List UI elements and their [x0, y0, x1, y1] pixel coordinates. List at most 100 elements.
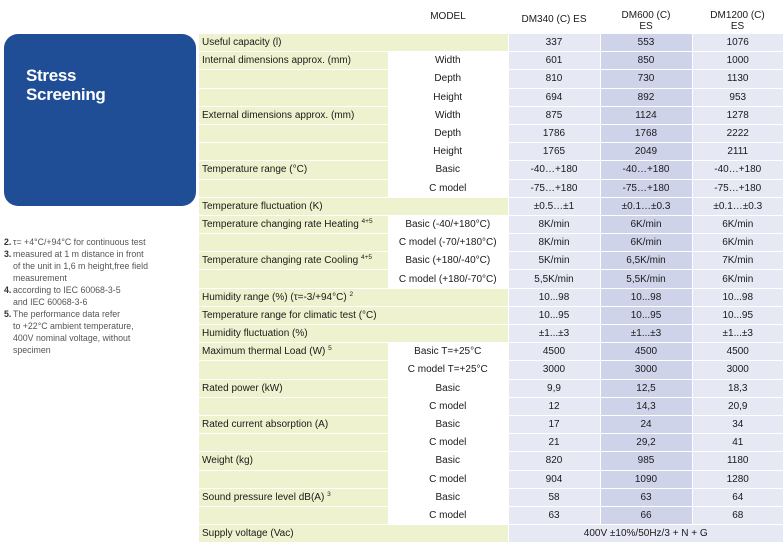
footnote-ref: 4+5 — [361, 217, 373, 225]
row-value: 3000 — [691, 360, 783, 380]
row-label: Temperature changing rate Heating 4+5 — [199, 215, 388, 235]
row-label — [199, 142, 388, 162]
row-sublabel: Basic — [388, 415, 508, 435]
footnote-text: according to IEC 60068-3-5 and IEC 60068… — [13, 285, 121, 307]
row-sublabel: C model — [388, 397, 508, 416]
footnote-text: The performance data refer to +22°C ambi… — [13, 309, 134, 355]
footnote: 4. according to IEC 60068-3-5 and IEC 600… — [4, 284, 194, 308]
footnote-ref: 2 — [349, 290, 354, 298]
row-value: 3000 — [507, 360, 600, 380]
row-label: Internal dimensions approx. (mm) — [199, 51, 388, 71]
row-sublabel — [388, 524, 508, 543]
row-sublabel: C model — [388, 433, 508, 453]
row-value: 6,5K/min — [599, 251, 692, 271]
footnote-text: τ= +4°C/+94°C for continuous test — [13, 237, 146, 247]
footnote-text: measured at 1 m distance in front of the… — [13, 249, 148, 283]
row-value: -75…+180 — [599, 179, 692, 198]
row-label-text: Humidity range (%) (τ=-3/+94°C) — [202, 291, 347, 303]
row-value: 953 — [691, 88, 783, 107]
row-label: Rated power (kW) — [199, 379, 388, 398]
row-value: 1000 — [691, 51, 783, 71]
row-value: ±0.1…±0.3 — [691, 197, 783, 216]
footnote-ref: 3 — [327, 490, 331, 498]
row-value: 5,5K/min — [599, 269, 692, 289]
table-row: Depth 810 730 1130 — [199, 69, 783, 89]
row-value: 337 — [507, 34, 600, 53]
row-label: Supply voltage (Vac) — [199, 524, 388, 543]
row-value: 14,3 — [599, 397, 692, 416]
table-row: C model 904 1090 1280 — [199, 470, 783, 489]
row-value: 2111 — [691, 142, 783, 162]
row-sublabel: C model (-70/+180°C) — [388, 233, 508, 253]
footnote-number: 2. — [4, 237, 12, 247]
row-value: 1765 — [507, 142, 600, 162]
row-value: 58 — [507, 488, 600, 507]
row-label — [199, 69, 388, 89]
row-sublabel — [388, 324, 508, 344]
row-value: 730 — [599, 69, 692, 89]
row-sublabel: Height — [388, 142, 508, 162]
row-label-text: Temperature changing rate Heating — [202, 218, 359, 230]
header-model-3-text: DM1200 (C) ES — [710, 10, 765, 32]
row-sublabel: Basic (+180/-40°C) — [388, 251, 508, 271]
row-value: 7K/min — [691, 251, 783, 271]
row-value: -40…+180 — [599, 160, 692, 180]
row-value: -40…+180 — [691, 160, 783, 180]
row-value: 1090 — [599, 470, 692, 489]
row-label-text: Internal dimensions approx. (mm) — [202, 55, 351, 67]
row-sublabel: C model T=+25°C — [388, 360, 508, 380]
row-label — [199, 360, 388, 380]
row-sublabel — [388, 197, 508, 216]
header-model-2-text: DM600 (C) ES — [621, 10, 671, 32]
row-label — [199, 179, 388, 198]
row-value: 41 — [691, 433, 783, 453]
table-row: Height 694 892 953 — [199, 88, 783, 107]
row-value: -75…+180 — [507, 179, 600, 198]
table-row: C model 63 66 68 — [199, 506, 783, 526]
row-label: Temperature changing rate Cooling 4+5 — [199, 251, 388, 271]
row-value: 6K/min — [599, 215, 692, 235]
row-value: 63 — [507, 506, 600, 526]
row-value: ±1...±3 — [691, 324, 783, 344]
row-value: 6K/min — [599, 233, 692, 253]
row-value: 1124 — [599, 106, 692, 125]
specs-table: Useful capacity (l) 337 553 1076 Internal di… — [199, 34, 783, 543]
row-label: Humidity range (%) (τ=-3/+94°C) 2 — [199, 288, 388, 307]
row-label: Temperature range (°C) — [199, 160, 388, 180]
row-label-text: Maximum thermal Load (W) — [202, 346, 326, 358]
row-sublabel — [388, 288, 508, 307]
row-value: 63 — [599, 488, 692, 507]
row-label-text: Weight (kg) — [202, 455, 253, 467]
footnote: 5. The performance data refer to +22°C am… — [4, 308, 194, 356]
row-value: 21 — [507, 433, 600, 453]
row-value: 20,9 — [691, 397, 783, 416]
row-value: 1076 — [691, 34, 783, 53]
header-model-2: DM600 (C) ES — [600, 0, 692, 34]
footnote-number: 5. — [4, 309, 12, 319]
footnote: 3. measured at 1 m distance in front of t… — [4, 248, 194, 284]
table-row: C model 12 14,3 20,9 — [199, 397, 783, 416]
row-value: 6K/min — [691, 269, 783, 289]
row-sublabel: Basic — [388, 488, 508, 507]
row-label — [199, 88, 388, 107]
header-model-3: DM1200 (C) ES — [692, 0, 783, 34]
footnote: 2. τ= +4°C/+94°C for continuous test — [4, 236, 194, 248]
header-model-1: DM340 (C) ES — [508, 0, 600, 34]
footnote-ref: 4+5 — [361, 254, 373, 262]
table-row: Height 1765 2049 2111 — [199, 142, 783, 162]
row-value: 1130 — [691, 69, 783, 89]
row-label-text: Useful capacity (l) — [202, 37, 282, 49]
row-label-text: Supply voltage (Vac) — [202, 528, 294, 540]
row-label: Humidity fluctuation (%) — [199, 324, 388, 344]
row-value: ±0.5…±1 — [507, 197, 600, 216]
row-label — [199, 433, 388, 453]
row-sublabel: Depth — [388, 69, 508, 89]
table-row: Rated power (kW) Basic 9,9 12,5 18,3 — [199, 379, 783, 398]
row-label — [199, 124, 388, 144]
row-sublabel: Basic — [388, 160, 508, 180]
header-model: MODEL — [430, 11, 466, 22]
row-label — [199, 506, 388, 526]
row-label: Sound pressure level dB(A) 3 — [199, 488, 388, 507]
row-value: ±1...±3 — [507, 324, 600, 344]
table-row: Supply voltage (Vac) 400V ±10%/50Hz/3 + N… — [199, 524, 783, 543]
